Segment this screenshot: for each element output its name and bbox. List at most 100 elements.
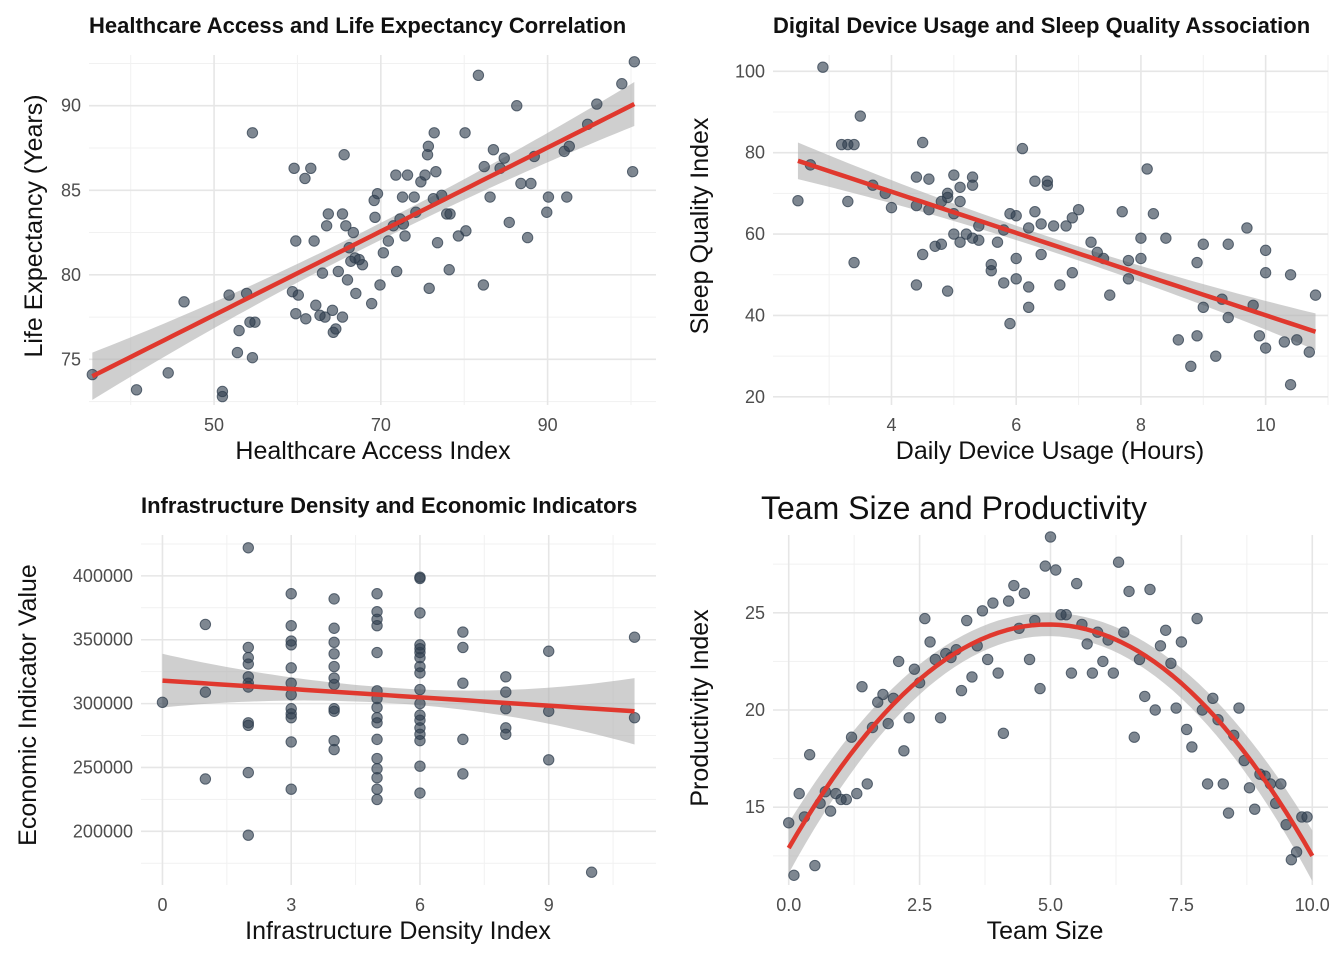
data-point [941,187,954,200]
chart-device-usage-sleep: Digital Device Usage and Sleep Quality A… [686,13,1329,465]
data-point [390,265,403,278]
x-axis-label: Healthcare Access Index [235,437,511,465]
data-point [336,311,349,323]
y-tick-label: 350000 [73,630,133,650]
data-point [414,787,426,799]
data-point [371,588,383,600]
data-point [336,208,349,220]
data-point [162,367,174,379]
data-point [1201,778,1214,790]
data-point [1222,238,1234,250]
y-tick-label: 400000 [73,566,133,586]
data-point [1072,203,1085,216]
data-point [390,169,402,181]
data-point [178,296,190,308]
data-point [1065,667,1078,679]
data-point [1185,360,1197,373]
data-point [848,256,860,269]
data-point [365,297,378,310]
data-point [1107,667,1120,679]
data-point [1054,279,1066,291]
x-tick-label: 6 [1011,415,1021,435]
x-tick-label: 7.5 [1169,895,1194,915]
data-point [515,177,527,190]
data-point [285,711,297,724]
y-tick-label: 40 [745,305,765,325]
y-tick-label: 75 [61,349,81,369]
data-point [908,663,921,675]
data-point [991,236,1004,248]
data-point [414,697,426,710]
data-point [961,614,973,627]
data-point [1259,244,1272,257]
data-point [299,172,311,185]
x-tick-label: 6 [415,895,425,915]
data-point [783,817,795,829]
data-point [414,667,426,679]
data-point [472,69,485,81]
data-point [328,660,340,673]
data-point [305,162,317,174]
data-point [1029,175,1041,187]
data-point [457,768,469,780]
data-point [1070,577,1083,590]
x-axis-label: Infrastructure Density Index [245,917,551,945]
data-point [1241,222,1253,234]
data-point [934,712,947,724]
data-point [892,655,905,668]
data-point [1170,702,1182,714]
data-point [948,228,960,240]
data-point [998,277,1010,289]
data-point [487,143,500,156]
data-point [1029,205,1041,218]
data-point [371,701,383,714]
data-point [242,719,254,732]
y-tick-label: 20 [745,387,765,407]
data-point [319,311,331,323]
data-point [288,162,300,174]
data-point [1291,334,1303,346]
x-tick-label: 0.0 [776,895,801,915]
x-tick-label: 0 [157,895,167,915]
x-tick-label: 5.0 [1038,895,1063,915]
data-point [414,760,426,772]
chart-title: Healthcare Access and Life Expectancy Co… [89,13,626,38]
data-point [478,160,490,173]
data-point [628,56,641,68]
chart-title: Digital Device Usage and Sleep Quality A… [773,13,1310,38]
data-point [1284,378,1297,391]
data-point [1035,218,1047,230]
data-point [242,766,254,779]
data-point [423,282,435,295]
data-point [543,754,555,766]
data-point [1222,311,1234,324]
y-axis-label: Life Expectancy (Years) [20,94,48,357]
data-point [954,195,966,208]
data-point [285,736,297,748]
chart-healthcare-life-expectancy: Healthcare Access and Life Expectancy Co… [20,13,656,465]
data-point [840,793,853,806]
data-point [371,187,384,200]
data-point [1259,267,1272,279]
data-point [369,211,381,224]
data-point [1186,741,1198,753]
data-point [1160,232,1172,244]
data-point [459,127,471,139]
data-point [1197,301,1209,314]
x-tick-label: 50 [204,415,224,435]
data-point [316,267,329,279]
data-point [419,169,431,181]
data-point [803,749,816,761]
x-tick-label: 9 [544,895,554,915]
data-point [941,285,954,297]
data-point [1253,330,1266,342]
data-point [308,235,320,247]
data-point [328,636,340,648]
data-point [935,238,948,250]
data-point [341,274,354,286]
data-point [966,171,979,183]
data-point [396,191,409,203]
data-point [981,653,994,666]
data-point [285,639,297,651]
